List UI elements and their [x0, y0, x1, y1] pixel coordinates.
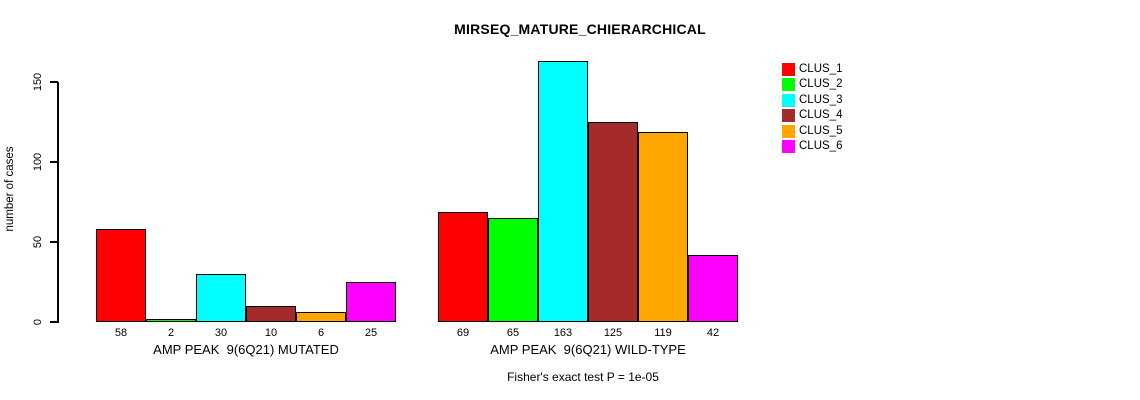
legend-swatch	[782, 93, 795, 107]
legend-label: CLUS_6	[799, 140, 843, 152]
bar-clus_3-group2	[538, 61, 588, 322]
group-label-wild-type: AMP PEAK 9(6Q21) WILD-TYPE	[490, 342, 686, 357]
y-tick-label: 100	[32, 152, 44, 172]
legend-label: CLUS_4	[799, 109, 843, 122]
bar-value-label: 10	[264, 327, 278, 339]
bar-clus_2-group1	[146, 319, 196, 322]
y-axis-label: number of cases	[4, 146, 16, 232]
legend-label: CLUS_3	[799, 93, 843, 106]
bar-clus_6-group1	[346, 282, 396, 322]
bar-value-label: 30	[214, 327, 228, 339]
bar-value-label: 42	[706, 327, 720, 339]
legend-swatch	[782, 109, 795, 123]
legend-swatch	[782, 63, 795, 76]
y-tick-label: 50	[32, 235, 44, 249]
chart-title: MIRSEQ_MATURE_CHIERARCHICAL	[454, 21, 706, 37]
bar-clus_4-group1	[246, 306, 296, 322]
bar-clus_3-group1	[196, 274, 246, 322]
legend-swatch	[782, 78, 795, 92]
y-tick-mark	[50, 161, 58, 163]
bar-clus_6-group2	[688, 255, 738, 322]
bar-value-label: 6	[317, 327, 325, 339]
group-label-mutated: AMP PEAK 9(6Q21) MUTATED	[153, 342, 339, 357]
y-tick-label: 150	[32, 72, 44, 92]
y-tick-mark	[50, 241, 58, 243]
fisher-test-caption: Fisher's exact test P = 1e-05	[507, 370, 659, 384]
bar-value-label: 163	[553, 327, 573, 339]
bar-value-label: 69	[456, 327, 470, 339]
bar-value-label: 125	[603, 327, 623, 339]
bar-value-label: 58	[114, 327, 128, 339]
legend-label: CLUS_2	[799, 78, 843, 91]
bar-clus_5-group2	[638, 132, 688, 322]
bar-value-label: 25	[364, 327, 378, 339]
bar-value-label: 2	[167, 327, 175, 339]
bar-clus_1-group1	[96, 229, 146, 322]
y-tick-label: 0	[32, 318, 44, 326]
legend-label: CLUS_1	[799, 63, 843, 75]
bar-clus_5-group1	[296, 312, 346, 322]
bar-value-label: 65	[506, 327, 520, 339]
legend-label: CLUS_5	[799, 124, 843, 137]
bar-clus_4-group2	[588, 122, 638, 322]
bar-clus_2-group2	[488, 218, 538, 322]
legend-swatch	[782, 140, 795, 153]
y-axis-line	[57, 82, 59, 323]
y-tick-mark	[50, 81, 58, 83]
legend-swatch	[782, 124, 795, 138]
bar-clus_1-group2	[438, 212, 488, 322]
y-tick-mark	[50, 321, 58, 323]
bar-value-label: 119	[654, 327, 672, 339]
